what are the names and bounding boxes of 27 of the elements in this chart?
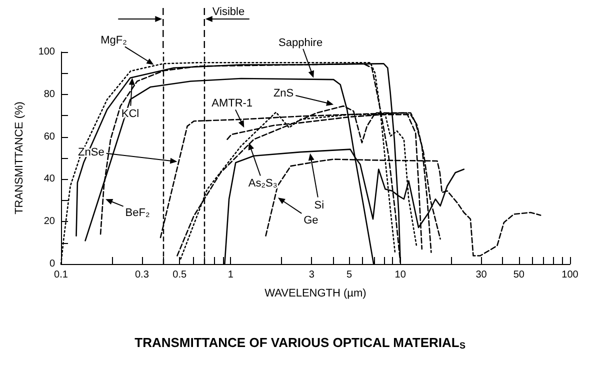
x-axis-title: WAVELENGTH (µm) bbox=[264, 288, 366, 300]
annotation: As₂S₃ bbox=[248, 178, 278, 190]
x-tick-label: 50 bbox=[513, 270, 525, 280]
y-tick-label: 100 bbox=[38, 46, 56, 58]
annotation: ZnS bbox=[273, 88, 294, 100]
annotation: Si bbox=[314, 199, 324, 212]
y-tick-label: 0 bbox=[49, 258, 56, 270]
annotation: Sapphire bbox=[278, 36, 323, 49]
annotation: BeF₂ bbox=[125, 207, 150, 220]
x-tick-label: 30 bbox=[476, 270, 488, 280]
annotation: AMTR-1 bbox=[212, 98, 253, 110]
y-tick-label: 80 bbox=[44, 88, 56, 100]
x-tick-label: 10 bbox=[394, 270, 406, 280]
x-tick-label: 3 bbox=[308, 270, 315, 280]
annotation: MgF₂ bbox=[100, 34, 127, 47]
y-tick-label: 40 bbox=[44, 174, 56, 185]
y-axis-title: TRANSMITTANCE (%) bbox=[14, 102, 26, 214]
x-tick-label: 5 bbox=[346, 270, 352, 280]
x-tick-label: 0.1 bbox=[54, 270, 68, 280]
x-tick-label: 1 bbox=[228, 270, 234, 280]
y-tick-label: 60 bbox=[44, 131, 56, 142]
x-tick-label: 0.5 bbox=[172, 270, 187, 280]
y-tick-label: 20 bbox=[44, 216, 56, 228]
legend-label: Visible bbox=[212, 6, 245, 18]
x-tick-label: 100 bbox=[562, 270, 579, 280]
x-tick-label: 0.3 bbox=[135, 270, 150, 280]
annotation: Ge bbox=[304, 214, 318, 227]
